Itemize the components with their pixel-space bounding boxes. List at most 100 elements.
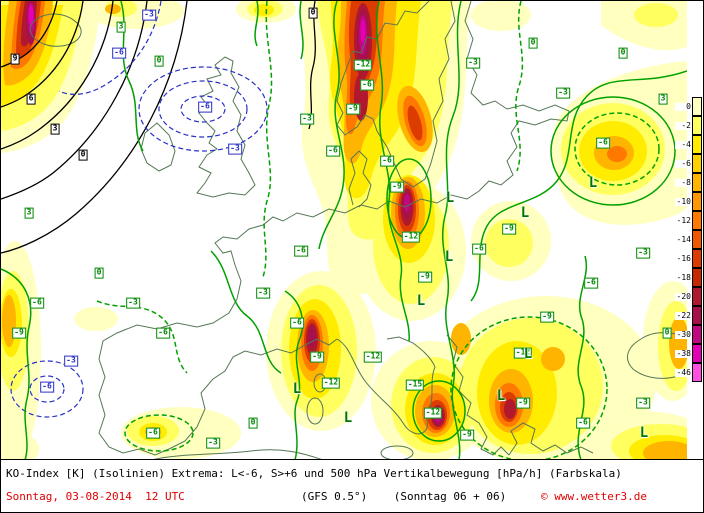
- legend-value-label: -22: [675, 310, 691, 320]
- legend-value-label: -38: [675, 348, 691, 358]
- legend-value-label: -14: [675, 234, 691, 244]
- legend-entry--20: -20: [675, 287, 702, 306]
- extremum-marker: L: [292, 381, 302, 397]
- contour-label: -3: [636, 247, 650, 259]
- caption-datetime: Sonntag, 03-08-2014 12 UTC: [6, 490, 185, 503]
- contour-label: 0: [78, 149, 88, 161]
- contour-label: 0: [154, 55, 164, 67]
- contour-label: -6: [112, 47, 126, 59]
- fill-pink: [28, 4, 366, 43]
- contour-label: 0: [308, 7, 318, 19]
- legend-entry--18: -18: [675, 268, 702, 287]
- contour-label: 0: [94, 267, 104, 279]
- contour-label: 3: [24, 207, 34, 219]
- legend-color-swatch: [692, 173, 702, 192]
- legend-entry--22: -22: [675, 306, 702, 325]
- contour-label: -6: [360, 79, 374, 91]
- contour-label: 3: [116, 21, 126, 33]
- extremum-marker: L: [639, 425, 649, 441]
- legend-color-swatch: [692, 249, 702, 268]
- legend-entry--10: -10: [675, 192, 702, 211]
- contour-label: -15: [405, 379, 425, 391]
- contour-label: -3: [142, 9, 156, 21]
- contour-label: -6: [576, 417, 590, 429]
- legend-color-swatch: [692, 344, 702, 363]
- contour-label: -9: [540, 311, 554, 323]
- legend-value-label: -8: [675, 178, 691, 187]
- legend-color-swatch: [692, 116, 702, 135]
- contour-label: -6: [156, 327, 170, 339]
- contour-label: -6: [326, 145, 340, 157]
- legend-value-label: -10: [675, 196, 691, 206]
- blue-contours: [10, 1, 268, 418]
- contour-label: -9: [346, 103, 360, 115]
- contour-label: -9: [390, 181, 404, 193]
- extremum-marker: L: [444, 249, 454, 265]
- contour-label: -3: [256, 287, 270, 299]
- contour-label: -3: [300, 113, 314, 125]
- contour-label: -9: [460, 429, 474, 441]
- contour-label: 0: [662, 327, 672, 339]
- caption-title: KO-Index [K] (Isolinien) Extrema: L<-6, …: [6, 467, 622, 480]
- contour-label: -3: [556, 87, 570, 99]
- legend-color-swatch: [692, 135, 702, 154]
- contour-label: -6: [290, 317, 304, 329]
- contour-label: -6: [380, 155, 394, 167]
- extremum-marker: L: [588, 175, 598, 191]
- contour-label: -6: [30, 297, 44, 309]
- map-area: 9 6 3 0 0 -3 -6 -6 -3 -6 -3 3 0 -3 -6 -9 -12 -6 -9 -12 -9 -6-…: [1, 1, 703, 460]
- legend-entry--16: -16: [675, 249, 702, 268]
- contour-label: 0: [618, 47, 628, 59]
- extremum-marker: L: [520, 205, 530, 221]
- contour-label: 0: [248, 417, 258, 429]
- legend-color-swatch: [692, 287, 702, 306]
- contour-label: -6: [584, 277, 598, 289]
- contour-label: -12: [321, 377, 341, 389]
- legend-entry--38: -38: [675, 344, 702, 363]
- contour-label: -6: [596, 137, 610, 149]
- legend-color-swatch: [692, 154, 702, 173]
- legend-value-label: 0: [675, 102, 691, 111]
- colorbar-legend: 0 -2 -4 -6 -8 -10 -12 -14 -16 -18 -20 -22 -30 -38 -46: [675, 97, 702, 382]
- legend-color-swatch: [692, 230, 702, 249]
- contour-label: -12: [423, 407, 443, 419]
- legend-value-label: -2: [675, 121, 691, 130]
- caption-bar: KO-Index [K] (Isolinien) Extrema: L<-6, …: [1, 459, 703, 512]
- legend-value-label: -6: [675, 159, 691, 168]
- extremum-marker: L: [343, 410, 353, 426]
- contour-label: -9: [310, 351, 324, 363]
- legend-value-label: -46: [675, 367, 691, 377]
- legend-color-swatch: [692, 325, 702, 344]
- legend-color-swatch: [692, 268, 702, 287]
- contour-label: -3: [126, 297, 140, 309]
- legend-entry--2: -2: [675, 116, 702, 135]
- contour-label: -9: [12, 327, 26, 339]
- legend-value-label: -20: [675, 291, 691, 301]
- map-chart: [1, 1, 687, 460]
- legend-color-swatch: [692, 97, 702, 116]
- contour-label: -3: [466, 57, 480, 69]
- contour-label: -3: [636, 397, 650, 409]
- legend-entry-0: 0: [675, 97, 702, 116]
- contour-label: 3: [658, 93, 668, 105]
- extremum-marker: L: [523, 346, 533, 362]
- legend-color-swatch: [692, 211, 702, 230]
- contour-label: -6: [40, 381, 54, 393]
- contour-label: -6: [198, 101, 212, 113]
- contour-label: -3: [228, 143, 242, 155]
- extremum-marker: L: [496, 388, 506, 404]
- extremum-marker: L: [416, 293, 426, 309]
- contour-label: -12: [353, 59, 373, 71]
- legend-color-swatch: [692, 192, 702, 211]
- legend-value-label: -18: [675, 272, 691, 282]
- caption-credit: © www.wetter3.de: [541, 490, 647, 503]
- contour-label: -12: [401, 231, 421, 243]
- legend-value-label: -12: [675, 215, 691, 225]
- contour-label: -9: [502, 223, 516, 235]
- legend-value-label: -4: [675, 140, 691, 149]
- legend-entry--14: -14: [675, 230, 702, 249]
- contour-label: -6: [294, 245, 308, 257]
- contour-label: 3: [50, 123, 60, 135]
- legend-entry--6: -6: [675, 154, 702, 173]
- legend-value-label: -16: [675, 253, 691, 263]
